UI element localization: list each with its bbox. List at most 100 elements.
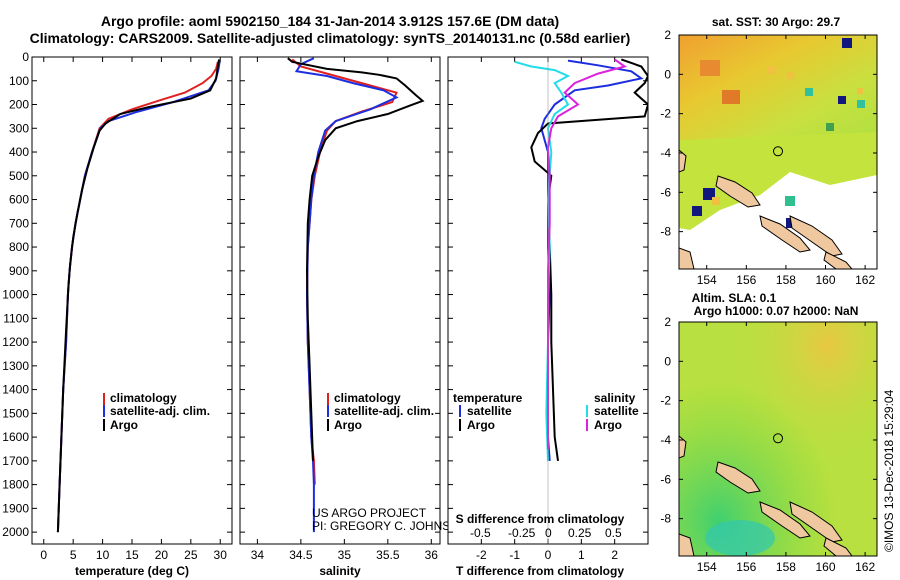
x-tick-label: 5 (70, 548, 77, 562)
depth-tick-label: 0 (22, 50, 29, 64)
map-y-tick-label: -4 (660, 433, 671, 447)
map-x-tick-label: 162 (855, 560, 875, 574)
top-tick--0.25: -0.25 (508, 526, 536, 540)
legend-label-s-argo: Argo (594, 418, 622, 432)
sst-cell (838, 96, 846, 104)
pi-credit: PI: GREGORY C. JOHNSON (312, 519, 468, 533)
x-tick-label: 30 (214, 548, 228, 562)
depth-tick-label: 1500 (2, 406, 29, 420)
top-tick-0.5: 0.5 (605, 526, 622, 540)
sst-map: sat. SST: 30 Argo: 29.7 (660, 15, 878, 287)
solomon-island (823, 251, 853, 269)
sst-map-title: sat. SST: 30 Argo: 29.7 (712, 15, 841, 29)
sla-low-core (705, 520, 775, 556)
depth-tick-label: 100 (9, 74, 29, 88)
temperature-xlabel: temperature (deg C) (75, 564, 189, 578)
salinity-series (287, 57, 425, 533)
depth-tick-label: 1700 (2, 454, 29, 468)
map-y-tick-label: 0 (664, 354, 671, 368)
legend-label-t-argo: Argo (467, 418, 495, 432)
x-tick-label: 36 (425, 548, 439, 562)
sst-map-axes: 154 156 158 160 162 2 0 -2 -4 -6 -8 (660, 28, 877, 287)
temperature-frame (31, 56, 233, 545)
difference-y-ticks (448, 56, 648, 533)
map-y-tick-label: -8 (660, 512, 671, 526)
depth-tick-label: 700 (9, 216, 29, 230)
top-tick-0.25: 0.25 (568, 526, 592, 540)
depth-tick-label: 1900 (2, 501, 29, 515)
depth-tick-label: 1100 (3, 311, 29, 325)
temperature-x-axis: 0 5 10 15 20 25 30 (40, 57, 227, 562)
new-ireland (679, 149, 687, 173)
sst-cell (805, 88, 813, 96)
sst-cell (842, 38, 852, 48)
x-tick-label: 25 (184, 548, 198, 562)
x-tick-label: 10 (96, 548, 110, 562)
depth-tick-label: 2000 (2, 525, 29, 539)
legend-label-climatology: climatology (110, 391, 177, 405)
difference-legend: temperature satellite Argo salinity sate… (453, 391, 639, 432)
sla-map-axes: 154 156 158 160 162 2 0 -2 -4 -6 -8 (660, 315, 877, 574)
series-line-argo (56, 59, 221, 533)
difference-panel: -2 -1 0 1 2 T difference from climatology S … (447, 56, 649, 578)
sst-cell (857, 88, 863, 94)
sst-cell (692, 206, 702, 216)
x-tick-label: 20 (155, 548, 169, 562)
legend-label-s-satellite: satellite (594, 404, 639, 418)
depth-tick-label: 800 (9, 240, 29, 254)
map-y-tick-label: -8 (660, 225, 671, 239)
depth-tick-label: 500 (9, 169, 29, 183)
legend-title-salinity: salinity (594, 391, 636, 405)
map-x-tick-label: 162 (855, 273, 875, 287)
map-y-tick-label: -2 (660, 107, 671, 121)
depth-tick-label: 1400 (2, 383, 29, 397)
map-x-tick-label: 158 (776, 273, 796, 287)
sst-warm-patch (700, 60, 720, 76)
depth-tick-label: 1200 (2, 335, 29, 349)
depth-tick-label: 1600 (2, 430, 29, 444)
x-tick-label: 15 (125, 548, 139, 562)
legend-title-temperature: temperature (453, 391, 523, 405)
argo-location-marker (773, 433, 783, 444)
solomon-island (789, 501, 843, 543)
legend-label-climatology: climatology (334, 391, 401, 405)
sst-field-north (679, 35, 877, 140)
map-y-tick-label: 2 (664, 315, 671, 329)
bougainville-island (715, 175, 761, 208)
series-line-argo (287, 57, 425, 461)
sst-warm-patch (722, 90, 740, 104)
x-tick-label: 35.5 (376, 548, 400, 562)
solomon-island (823, 537, 853, 556)
land-masses (679, 435, 853, 556)
map-y-tick-label: 2 (664, 28, 671, 42)
imos-credit: ©IMOS 13-Dec-2018 15:29:04 (882, 389, 896, 552)
sst-field-south (679, 132, 877, 230)
argo-location-marker (773, 146, 783, 157)
depth-tick-label: 200 (9, 98, 29, 112)
project-credit: US ARGO PROJECT (312, 506, 427, 520)
x-tick-label: -1 (509, 548, 520, 562)
legend-label-argo: Argo (110, 418, 138, 432)
salinity-frame (239, 56, 441, 545)
temperature-series (56, 59, 221, 533)
solomon-island (759, 501, 811, 539)
legend-label-satellite: satellite-adj. clim. (334, 404, 434, 418)
top-tick-0: 0 (545, 526, 552, 540)
depth-tick-label: 600 (9, 193, 29, 207)
map-x-tick-label: 154 (697, 560, 717, 574)
depth-tick-label: 900 (9, 264, 29, 278)
land-masses (679, 149, 853, 269)
legend-label-argo: Argo (334, 418, 362, 432)
x-tick-label: 35 (338, 548, 352, 562)
salinity-y-ticks (240, 56, 440, 533)
map-x-tick-label: 160 (816, 273, 836, 287)
figure-title-line2: Climatology: CARS2009. Satellite-adjuste… (29, 30, 631, 46)
salinity-xlabel: salinity (319, 564, 361, 578)
map-y-tick-label: -2 (660, 394, 671, 408)
x-tick-label: 34 (251, 548, 265, 562)
sst-cell (712, 197, 720, 205)
map-y-tick-label: 0 (664, 67, 671, 81)
depth-axis: 0 100 200 300 400 500 600 700 800 900 1000 1100 1200… (2, 50, 232, 539)
sst-cell (785, 196, 795, 206)
sla-map-title-line2: Argo h1000: 0.07 h2000: NaN (694, 304, 859, 318)
